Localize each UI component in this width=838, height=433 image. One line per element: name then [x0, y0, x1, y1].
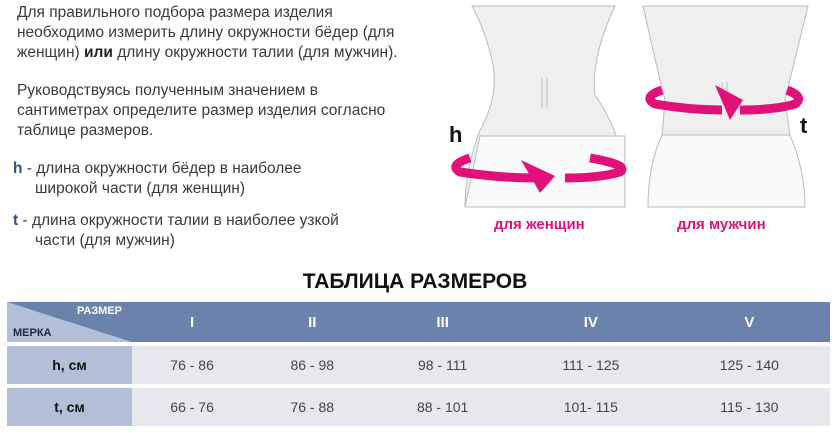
legend-text: - длина окружности талии в наиболее узко…: [18, 212, 339, 229]
size-header: I: [132, 302, 253, 342]
t-marker: t: [800, 113, 808, 138]
cell: 86 - 98: [252, 346, 373, 384]
legend-text: широкой части (для женщин): [35, 180, 246, 197]
corner-top: РАЗМЕР: [76, 305, 122, 317]
guide-line: Руководствуясь полученным значением в: [17, 82, 318, 99]
corner-bottom: МЕРКА: [13, 327, 52, 339]
cell: 111 - 125: [512, 346, 669, 384]
legend-t: t - длина окружности талии в наиболее уз…: [13, 211, 339, 251]
legend-text: части (для мужчин): [35, 232, 175, 249]
size-header: V: [668, 302, 830, 342]
h-marker: h: [449, 122, 463, 147]
cell: 101- 115: [512, 388, 669, 426]
size-header: III: [372, 302, 513, 342]
row-label: h, см: [7, 346, 132, 384]
row-label: t, см: [7, 388, 132, 426]
guide-line: сантиметрах определите размер изделия со…: [17, 102, 386, 119]
hip-arrow-icon: [451, 153, 627, 193]
legend-key: t: [13, 212, 19, 229]
legend-text: - длина окружности бёдер в наиболее: [22, 160, 302, 177]
guide-text: Руководствуясь полученным значением в са…: [17, 81, 385, 141]
legend-key: h: [13, 160, 23, 177]
women-label: для женщин: [494, 216, 585, 233]
waist-arrow-icon: [645, 85, 803, 120]
table-row: t, см 66 - 76 76 - 88 88 - 101 101- 115 …: [7, 388, 830, 426]
t1: женщин): [17, 44, 84, 61]
intro-line: необходимо измерить длину окружности бёд…: [17, 24, 395, 41]
men-torso: [642, 5, 809, 208]
measurement-figures: [451, 5, 809, 208]
intro-line: Для правильного подбора размера изделия: [17, 4, 333, 21]
cell: 125 - 140: [668, 346, 830, 384]
legend-h: h - длина окружности бёдер в наиболее ши…: [13, 159, 302, 199]
size-table: РАЗМЕР МЕРКА I II III IV V h, см 76 - 86 …: [7, 298, 830, 430]
or-bold: или: [84, 44, 113, 61]
size-header: IV: [512, 302, 669, 342]
cell: 66 - 76: [132, 388, 253, 426]
cell: 76 - 86: [132, 346, 253, 384]
intro-text: Для правильного подбора размера изделия …: [17, 3, 398, 63]
cell: 76 - 88: [252, 388, 373, 426]
cell: 115 - 130: [668, 388, 830, 426]
t2: длину окружности талии (для мужчин).: [112, 44, 398, 61]
header-row: РАЗМЕР МЕРКА I II III IV V: [7, 302, 830, 342]
men-label: для мужчин: [677, 216, 766, 233]
corner-cell: РАЗМЕР МЕРКА: [7, 302, 132, 342]
cell: 98 - 111: [372, 346, 513, 384]
table-title: ТАБЛИЦА РАЗМЕРОВ: [302, 270, 528, 293]
table-row: h, см 76 - 86 86 - 98 98 - 111 111 - 125…: [7, 346, 830, 384]
guide-line: таблице размеров.: [17, 122, 154, 139]
cell: 88 - 101: [372, 388, 513, 426]
intro-line: женщин) или длину окружности талии (для …: [17, 43, 398, 63]
women-torso: [464, 5, 626, 208]
size-header: II: [252, 302, 373, 342]
